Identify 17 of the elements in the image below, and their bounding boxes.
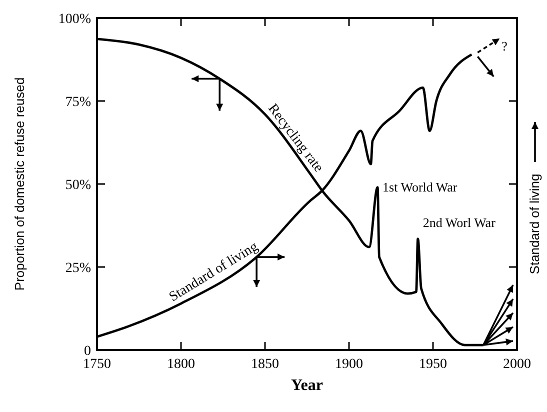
x-tick-label: 1800 — [167, 357, 195, 372]
y-tick-label: 75% — [65, 94, 92, 110]
annotation: ? — [502, 38, 508, 54]
y-tick-label: 25% — [65, 260, 92, 276]
annotation: 1st World War — [382, 179, 458, 194]
y2-axis-title: Standard of living — [527, 174, 542, 274]
y-axis-title: Proportion of domestic refuse reused — [12, 77, 27, 291]
x-tick-label: 1750 — [83, 357, 111, 372]
y-tick-label: 0 — [84, 344, 91, 359]
annotation: 2nd Worl War — [422, 214, 496, 230]
y-tick-label: 50% — [65, 178, 92, 193]
x-tick-label: 2000 — [503, 357, 531, 372]
x-tick-label: 1850 — [251, 357, 279, 372]
x-tick-label: 1950 — [419, 357, 447, 372]
y-tick-label: 100% — [58, 12, 92, 27]
x-axis-title: Year — [291, 377, 323, 394]
x-tick-label: 1900 — [335, 357, 363, 372]
